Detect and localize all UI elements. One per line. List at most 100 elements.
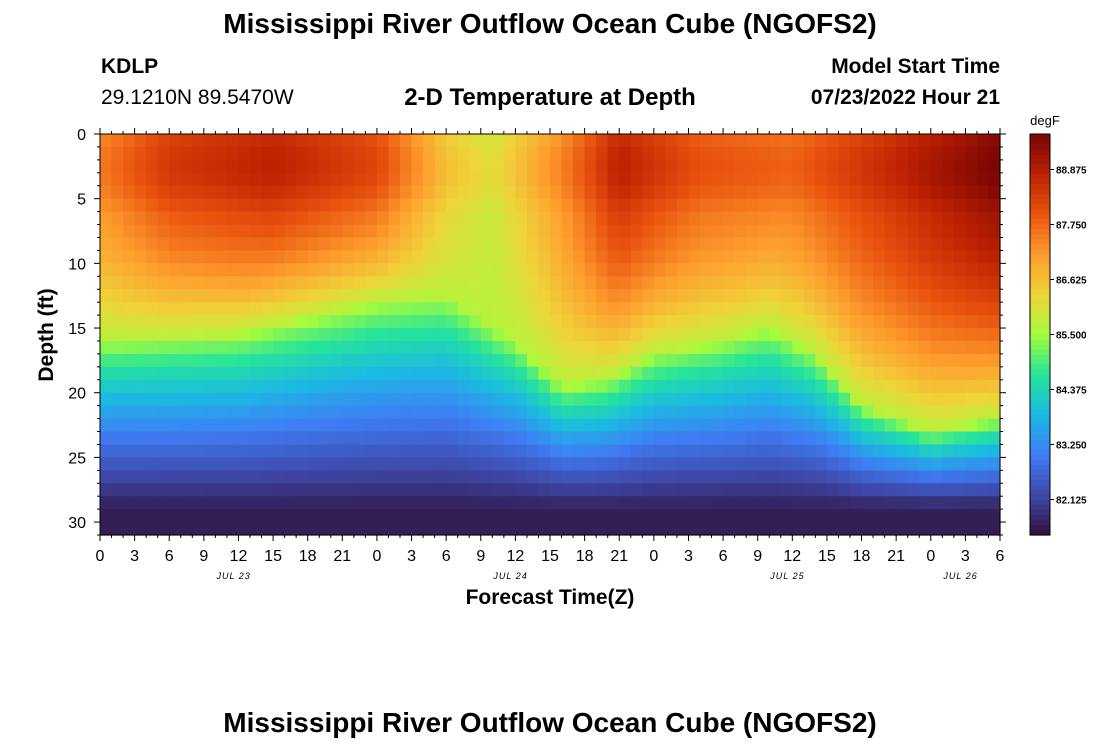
- heatmap-cell: [884, 470, 897, 484]
- heatmap-cell: [261, 302, 274, 316]
- heatmap-cell: [607, 276, 620, 290]
- heatmap-cell: [930, 172, 943, 187]
- heatmap-cell: [746, 509, 759, 523]
- heatmap-cell: [884, 366, 897, 381]
- heatmap-cell: [157, 509, 170, 523]
- heatmap-cell: [515, 457, 528, 471]
- heatmap-cell: [850, 392, 863, 407]
- heatmap-cell: [792, 315, 805, 329]
- heatmap-cell: [861, 509, 874, 523]
- heatmap-cell: [561, 392, 574, 407]
- heatmap-cell: [700, 392, 713, 407]
- heatmap-cell: [688, 250, 701, 264]
- heatmap-cell: [261, 159, 274, 174]
- x-tick-label: 9: [199, 548, 208, 565]
- heatmap-cell: [538, 353, 551, 368]
- heatmap-cell: [976, 211, 990, 226]
- heatmap-cell: [826, 328, 840, 342]
- heatmap-cell: [480, 392, 493, 407]
- heatmap-cell: [411, 483, 424, 497]
- heatmap-cell: [526, 276, 540, 290]
- heatmap-cell: [250, 470, 263, 484]
- heatmap-cell: [238, 302, 251, 316]
- colorbar-tick-label: 82.125: [1056, 496, 1087, 507]
- colorbar-segment: [1030, 509, 1050, 516]
- heatmap-cell: [492, 483, 505, 497]
- heatmap-cell: [261, 224, 274, 239]
- heatmap-cell: [792, 237, 805, 252]
- heatmap-cell: [861, 405, 874, 420]
- heatmap-cell: [838, 457, 851, 471]
- heatmap-cell: [988, 392, 1001, 407]
- x-tick-label: 6: [165, 548, 174, 565]
- heatmap-cell: [919, 185, 932, 200]
- heatmap-cell: [123, 172, 136, 187]
- heatmap-cell: [400, 315, 413, 329]
- heatmap-cell: [238, 392, 251, 407]
- heatmap-cell: [226, 276, 240, 290]
- heatmap-cell: [653, 392, 666, 407]
- heatmap-cell: [792, 392, 805, 407]
- heatmap-cell: [353, 146, 366, 161]
- heatmap-cell: [838, 250, 851, 264]
- heatmap-cell: [896, 198, 909, 213]
- heatmap-cell: [492, 276, 505, 290]
- heatmap-cell: [284, 418, 297, 433]
- heatmap-cell: [250, 509, 263, 523]
- heatmap-cell: [388, 509, 401, 523]
- heatmap-cell: [976, 172, 990, 187]
- heatmap-cell: [434, 263, 447, 277]
- heatmap-cell: [169, 522, 182, 536]
- heatmap-cell: [850, 483, 863, 497]
- heatmap-cell: [665, 237, 678, 252]
- heatmap-cell: [273, 172, 286, 187]
- heatmap-cell: [250, 353, 263, 368]
- heatmap-cell: [896, 263, 909, 277]
- heatmap-cell: [653, 250, 666, 264]
- heatmap-cell: [284, 289, 297, 303]
- heatmap-cell: [746, 276, 759, 290]
- colorbar-segment: [1030, 359, 1050, 366]
- heatmap-cell: [457, 134, 470, 148]
- heatmap-cell: [111, 328, 124, 342]
- heatmap-cell: [319, 470, 332, 484]
- heatmap-cell: [792, 328, 805, 342]
- heatmap-cell: [746, 315, 759, 329]
- heatmap-cell: [134, 302, 147, 316]
- heatmap-cell: [607, 315, 620, 329]
- heatmap-cell: [226, 146, 240, 161]
- heatmap-cell: [942, 470, 955, 484]
- heatmap-cell: [723, 289, 736, 303]
- heatmap-cell: [250, 198, 263, 213]
- heatmap-cell: [780, 444, 793, 458]
- heatmap-cell: [838, 444, 851, 458]
- heatmap-cell: [723, 134, 736, 148]
- heatmap-cell: [284, 470, 297, 484]
- heatmap-cell: [896, 509, 909, 523]
- heatmap-cell: [515, 353, 528, 368]
- heatmap-cell: [492, 134, 505, 148]
- heatmap-cell: [700, 159, 713, 174]
- heatmap-cell: [619, 146, 632, 161]
- heatmap-cell: [180, 392, 193, 407]
- heatmap-cell: [873, 328, 886, 342]
- heatmap-cell: [111, 263, 124, 277]
- heatmap-cell: [942, 418, 955, 433]
- heatmap-cell: [515, 405, 528, 420]
- heatmap-cell: [584, 366, 597, 381]
- heatmap-cell: [780, 289, 793, 303]
- heatmap-cell: [815, 431, 828, 446]
- heatmap-cell: [446, 366, 459, 381]
- heatmap-cell: [250, 483, 263, 497]
- heatmap-cell: [238, 470, 251, 484]
- heatmap-cell: [607, 250, 620, 264]
- heatmap-cell: [676, 457, 690, 471]
- heatmap-cell: [319, 353, 332, 368]
- heatmap-cell: [688, 263, 701, 277]
- heatmap-cell: [700, 509, 713, 523]
- heatmap-cell: [423, 237, 436, 252]
- heatmap-cell: [480, 379, 493, 394]
- heatmap-cell: [561, 250, 574, 264]
- heatmap-cell: [976, 379, 990, 394]
- heatmap-cell: [146, 328, 159, 342]
